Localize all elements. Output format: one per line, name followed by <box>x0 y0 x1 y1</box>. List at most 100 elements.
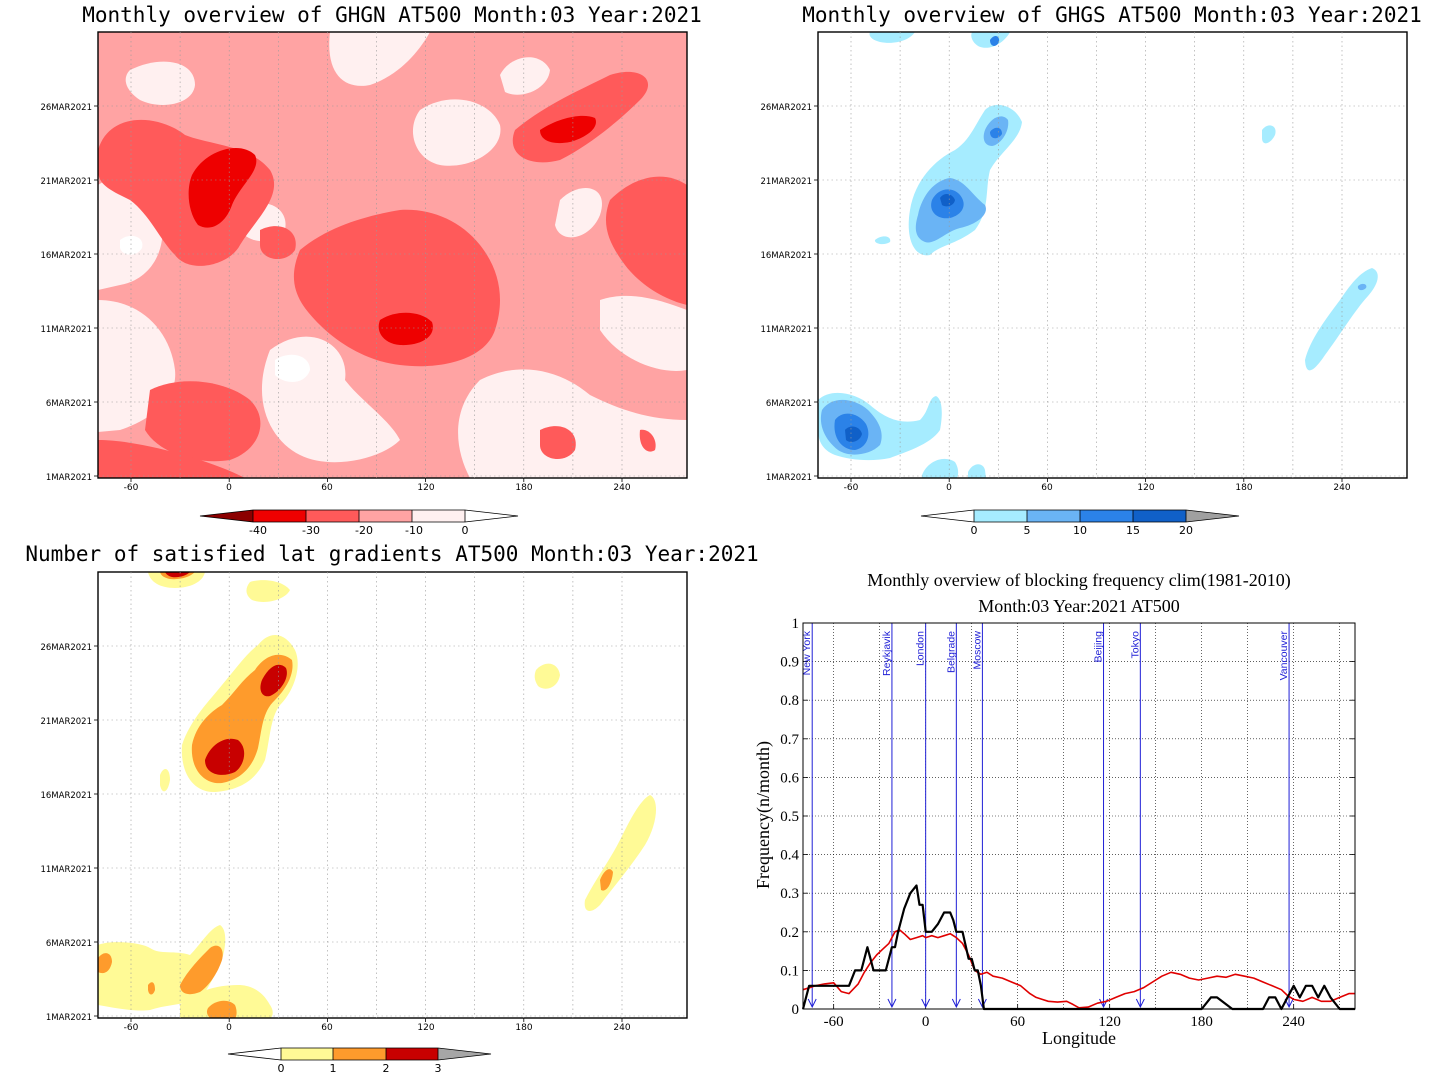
ghgs-xtick: 60 <box>1041 483 1053 493</box>
ghgs-ytick: 16MAR2021 <box>760 251 812 261</box>
ghgn-field <box>98 32 687 478</box>
ghgn-yticks: 26MAR2021 21MAR2021 16MAR2021 11MAR2021 … <box>40 103 92 483</box>
ghgs-xtick: 0 <box>946 483 952 493</box>
sat-ytick: 6MAR2021 <box>46 939 92 949</box>
y-tick-label: 0.4 <box>780 848 799 864</box>
city-marker: Beijing <box>1093 623 1108 1009</box>
ghgn-cb-cell <box>200 510 253 522</box>
sat-ytick: 11MAR2021 <box>40 865 92 875</box>
ghgs-ytick: 26MAR2021 <box>760 103 812 113</box>
ghgs-ytick: 6MAR2021 <box>766 399 812 409</box>
ghgn-xtick: -60 <box>124 483 139 493</box>
chart-ticks: 0 0.1 0.2 0.3 0.4 0.5 0.6 0.7 0.8 0.9 1 -60 0 60 120 18… <box>780 616 1355 1030</box>
sat-panel: Number of satisfied lat gradients AT500 … <box>25 542 758 1075</box>
city-marker: London <box>915 623 931 1009</box>
ghgn-panel: Monthly overview of GHGN AT500 Month:03 … <box>40 3 701 537</box>
ghgn-cb-label: -10 <box>405 524 423 537</box>
ghgn-cb-cell <box>412 510 465 522</box>
sat-xtick: 60 <box>321 1023 333 1033</box>
ghgn-ytick: 1MAR2021 <box>46 473 92 483</box>
arrow-down-icon <box>1135 998 1145 1009</box>
ghgn-ytick: 16MAR2021 <box>40 251 92 261</box>
city-marker: Tokyo <box>1129 623 1145 1009</box>
ghgs-cb-cell <box>1080 510 1133 522</box>
arrow-down-icon <box>807 998 817 1009</box>
y-tick-label: 0.2 <box>780 925 799 941</box>
ghgn-colorbar: -40 -30 -20 -10 0 <box>199 509 519 537</box>
ghgs-yticks: 26MAR2021 21MAR2021 16MAR2021 11MAR2021 … <box>760 103 812 483</box>
ghgn-title: Monthly overview of GHGN AT500 Month:03 … <box>82 3 702 27</box>
sat-ytick: 26MAR2021 <box>40 643 92 653</box>
city-label: New York <box>801 630 813 675</box>
sat-cb-label: 0 <box>278 1062 285 1075</box>
sat-grid <box>94 572 687 1022</box>
sat-xtick: 120 <box>417 1023 434 1033</box>
ghgs-xtick: 240 <box>1333 483 1350 493</box>
y-tick-label: 0.6 <box>780 770 799 786</box>
ghgs-cb-cell <box>921 510 974 522</box>
chart-xlabel: Longitude <box>1042 1028 1116 1048</box>
sat-cb-cell <box>438 1048 491 1060</box>
sat-cb-label: 2 <box>383 1062 390 1075</box>
sat-cb-label: 1 <box>330 1062 337 1075</box>
y-tick-label: 0.7 <box>780 732 799 748</box>
chart-grid <box>803 623 1355 1009</box>
ghgs-cb-label: 15 <box>1126 524 1140 537</box>
arrow-down-icon <box>887 998 897 1009</box>
arrow-down-icon <box>951 998 961 1009</box>
ghgn-xticks: -60 0 60 120 180 240 <box>124 483 631 493</box>
city-markers: New York Reykjavik London Belgrade Moscow Bei… <box>801 623 1294 1009</box>
ghgs-title: Monthly overview of GHGS AT500 Month:03 … <box>802 3 1422 27</box>
ghgn-cb-cell <box>253 510 306 522</box>
current-line <box>801 884 1355 1011</box>
sat-ytick: 16MAR2021 <box>40 791 92 801</box>
ghgn-xtick: 240 <box>613 483 630 493</box>
ghgs-colorbar: 0 5 10 15 20 <box>920 509 1240 537</box>
arrow-down-icon <box>977 998 987 1009</box>
city-label: Belgrade <box>945 631 957 673</box>
ghgn-cb-label: 0 <box>462 524 469 537</box>
sat-cb-cell <box>386 1048 438 1060</box>
ghgs-grid <box>814 32 1407 482</box>
x-tick-label: 180 <box>1190 1014 1213 1030</box>
city-marker: Moscow <box>971 623 987 1009</box>
ghgs-ytick: 1MAR2021 <box>766 473 812 483</box>
ghgn-xtick: 0 <box>226 483 232 493</box>
y-tick-label: 0.8 <box>780 693 799 709</box>
ghgn-xtick: 180 <box>515 483 532 493</box>
ghgs-cb-cell <box>1027 510 1080 522</box>
sat-frame <box>97 571 688 1019</box>
sat-ytick: 1MAR2021 <box>46 1013 92 1023</box>
city-marker: Reykjavik <box>881 623 897 1009</box>
city-label: Tokyo <box>1129 631 1141 659</box>
sat-colorbar: 0 1 2 3 <box>227 1047 492 1075</box>
x-tick-label: 60 <box>1010 1014 1025 1030</box>
x-tick-label: 240 <box>1282 1014 1305 1030</box>
ghgs-ytick: 11MAR2021 <box>760 325 812 335</box>
city-label: Vancouver <box>1278 630 1290 680</box>
ghgs-panel: Monthly overview of GHGS AT500 Month:03 … <box>760 3 1421 537</box>
sat-xtick: -60 <box>124 1023 139 1033</box>
ghgs-ytick: 21MAR2021 <box>760 177 812 187</box>
chart-ylabel: Frequency(n/month) <box>753 741 774 889</box>
ghgn-cb-cell <box>359 510 412 522</box>
sat-xticks: -60 0 60 120 180 240 <box>124 1023 631 1033</box>
city-marker: Belgrade <box>945 623 961 1009</box>
chart-title: Monthly overview of blocking frequency c… <box>867 570 1290 591</box>
ghgn-cb-label: -40 <box>249 524 267 537</box>
sat-cb-cell <box>333 1048 386 1060</box>
ghgs-field <box>818 32 1407 478</box>
y-tick-label: 0.1 <box>780 963 799 979</box>
sat-xtick: 0 <box>226 1023 232 1033</box>
ghgs-cb-cell <box>1186 510 1239 522</box>
ghgn-cb-label: -20 <box>355 524 373 537</box>
ghgn-frame <box>97 31 688 479</box>
y-tick-label: 1 <box>792 616 800 632</box>
sat-xtick: 240 <box>613 1023 630 1033</box>
chart-series <box>801 884 1355 1011</box>
ghgn-xtick: 60 <box>321 483 333 493</box>
sat-xtick: 180 <box>515 1023 532 1033</box>
sat-field <box>98 572 687 1018</box>
y-tick-label: 0.5 <box>780 809 799 825</box>
